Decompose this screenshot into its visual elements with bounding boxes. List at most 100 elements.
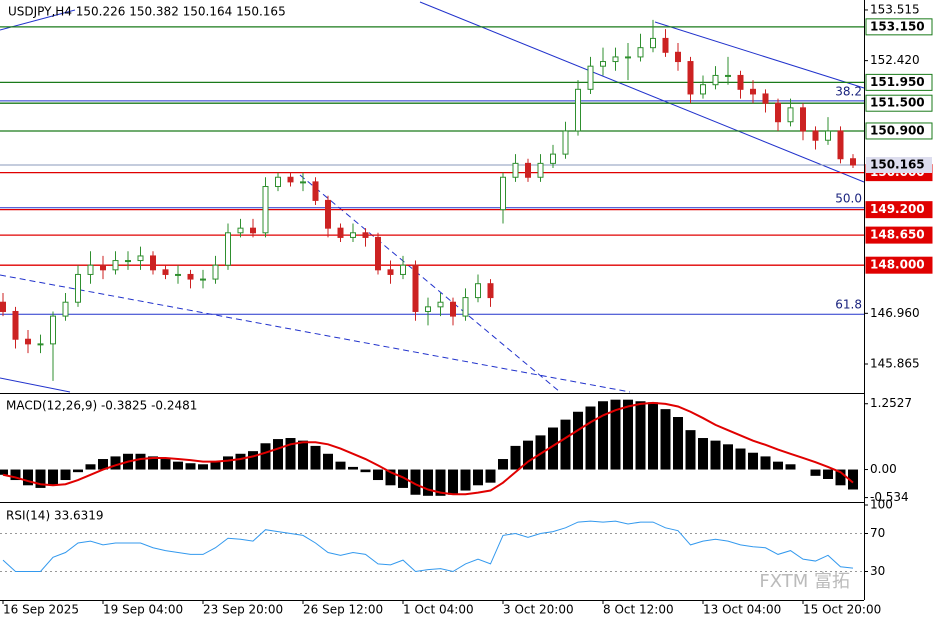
candle-body xyxy=(325,199,331,229)
candle-body xyxy=(475,283,481,299)
y-tick-label: 1.2527 xyxy=(870,396,912,410)
rsi-title: RSI(14) 33.6319 xyxy=(6,509,104,523)
candle-body xyxy=(662,37,669,53)
macd-bar xyxy=(60,469,71,481)
candle-body xyxy=(287,176,294,183)
trend-lines xyxy=(0,1,865,393)
macd-bar xyxy=(98,459,108,470)
macd-bar xyxy=(323,453,333,470)
macd-bar xyxy=(135,453,146,470)
x-tick-label: 15 Oct 20:00 xyxy=(803,603,881,617)
candle-body xyxy=(825,130,831,141)
macd-bar xyxy=(598,401,608,470)
candle-body xyxy=(775,102,781,123)
candle-body xyxy=(462,297,469,317)
macd-bar xyxy=(73,469,83,473)
candle-body xyxy=(387,269,394,275)
macd-bar xyxy=(373,469,383,481)
candle-body xyxy=(212,264,219,280)
macd-bar xyxy=(735,448,746,470)
level-label: 148.000 xyxy=(870,258,925,272)
candle-body xyxy=(100,264,106,271)
candle-body xyxy=(37,343,44,346)
macd-bar xyxy=(523,440,533,470)
y-tick-label: 30 xyxy=(870,564,885,578)
fib-label: 61.8 xyxy=(835,298,862,312)
candle-body xyxy=(450,301,456,317)
candle-body xyxy=(87,264,94,275)
macd-bar xyxy=(823,469,833,479)
macd-bar xyxy=(685,430,696,470)
candle-body xyxy=(200,278,206,281)
macd-bar xyxy=(535,435,546,470)
macd-bar xyxy=(548,427,558,470)
macd-bar xyxy=(460,469,471,491)
candle-body xyxy=(412,264,419,312)
macd-bar xyxy=(110,456,121,470)
macd-bar xyxy=(298,440,308,470)
candle-body xyxy=(562,130,569,155)
level-label: 151.950 xyxy=(870,75,925,89)
macd-bar xyxy=(385,469,396,486)
level-label: 151.500 xyxy=(870,96,925,110)
y-tick-label: 70 xyxy=(870,526,885,540)
macd-bar xyxy=(498,459,508,470)
candle-body xyxy=(612,56,619,63)
macd-bar xyxy=(510,445,521,470)
candle-body xyxy=(275,176,281,188)
macd-bar xyxy=(660,409,671,470)
candle-body xyxy=(725,74,731,77)
macd-bar xyxy=(335,461,346,470)
macd-bar xyxy=(310,445,321,470)
macd-bar xyxy=(698,438,708,470)
candle-body xyxy=(787,107,794,123)
macd-bar xyxy=(448,469,458,495)
candle-body xyxy=(812,130,819,141)
candle-body xyxy=(125,260,131,263)
candle-body xyxy=(512,162,519,178)
candle-body xyxy=(712,74,719,86)
candle-body xyxy=(225,232,231,266)
candle-body xyxy=(487,283,494,299)
macd-bar xyxy=(360,469,371,473)
rsi-line xyxy=(2,520,854,573)
macd-bar xyxy=(23,469,33,486)
candle-body xyxy=(237,227,244,234)
candle-body xyxy=(375,236,381,271)
fib-label: 50.0 xyxy=(835,191,862,205)
y-tick-label: -0.534 xyxy=(870,490,909,504)
level-label: 149.200 xyxy=(870,202,925,216)
level-label: 148.650 xyxy=(870,228,925,242)
y-tick-label: 146.960 xyxy=(870,306,920,320)
candle-body xyxy=(337,227,344,238)
trend-line xyxy=(0,377,71,393)
x-tick-label: 3 Oct 20:00 xyxy=(503,603,574,617)
candle-body xyxy=(587,65,594,90)
last-price-label: 150.165 xyxy=(870,157,925,171)
macd-bar xyxy=(748,452,758,470)
candle-body xyxy=(50,315,56,345)
macd-bar xyxy=(185,463,196,470)
candle-body xyxy=(162,269,169,275)
macd-bar xyxy=(785,464,796,470)
macd-bar xyxy=(723,444,733,470)
macd-bar xyxy=(0,469,8,475)
candle-body xyxy=(625,56,631,59)
level-box xyxy=(865,256,933,274)
macd-bar xyxy=(473,469,483,486)
macd-bar xyxy=(760,456,771,470)
y-tick-label: 145.865 xyxy=(870,357,920,371)
macd-bar xyxy=(423,469,433,496)
candle-body xyxy=(837,130,844,160)
macd-bar xyxy=(585,406,596,470)
macd-bar xyxy=(248,451,258,470)
candle-body xyxy=(175,273,181,276)
macd-bar xyxy=(485,469,496,483)
candle-body xyxy=(650,37,656,49)
candle-body xyxy=(187,273,194,280)
macd-bar xyxy=(773,461,783,470)
candle-body xyxy=(75,273,81,303)
macd-bar xyxy=(810,469,821,476)
macd-bar xyxy=(148,456,158,470)
